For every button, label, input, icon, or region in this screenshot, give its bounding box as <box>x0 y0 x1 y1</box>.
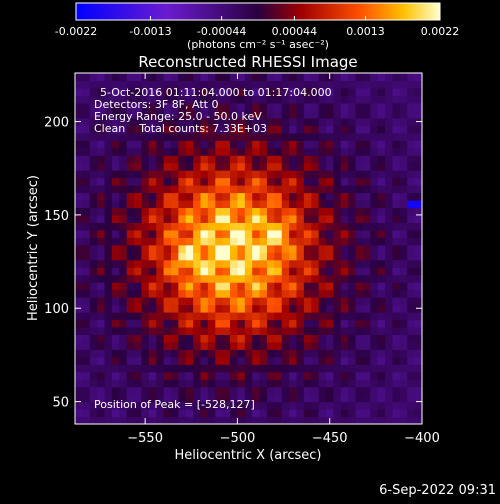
y-axis-label: Heliocentric Y (arcsec) <box>26 175 41 321</box>
annotation-detectors: Detectors: 3F 8F, Att 0 <box>94 98 218 111</box>
x-tick-label: −550 <box>127 431 163 446</box>
colorbar-ticks: -0.0022 -0.0013 -0.00044 0.00044 0.0013 0.002… <box>55 16 459 38</box>
colorbar-tick-label: -0.0013 <box>129 25 171 38</box>
annotation-peak-position: Position of Peak = [-528,127] <box>94 398 255 411</box>
x-tick-label: −400 <box>404 431 440 446</box>
axis-ticks: −550 −500 −450 −400 50 100 150 200 <box>44 73 440 446</box>
chart-title: Reconstructed RHESSI Image <box>138 53 357 71</box>
y-tick-label: 50 <box>52 396 69 411</box>
y-tick-label: 100 <box>44 302 69 317</box>
colorbar-tick-label: 0.00044 <box>272 25 318 38</box>
annotation-energy-range: Energy Range: 25.0 - 50.0 keV <box>94 110 262 123</box>
x-tick-label: −450 <box>312 431 348 446</box>
y-tick-label: 200 <box>44 116 69 131</box>
plot-frame <box>74 72 423 425</box>
y-tick-label: 150 <box>44 209 69 224</box>
x-tick-label: −500 <box>220 431 256 446</box>
colorbar-tick-label: 0.0013 <box>346 25 385 38</box>
colorbar <box>75 2 441 21</box>
heatmap-image <box>75 73 422 424</box>
colorbar-units-label: (photons cm⁻² s⁻¹ asec⁻²) <box>187 38 329 51</box>
colorbar-tick-label: -0.00044 <box>197 25 246 38</box>
annotation-method-counts: Clean Total counts: 7.33E+03 <box>94 122 267 135</box>
x-axis-label: Heliocentric X (arcsec) <box>175 448 322 463</box>
footer-date: 6-Sep-2022 09:31 <box>379 483 496 498</box>
colorbar-tick-label: 0.0022 <box>421 25 460 38</box>
colorbar-tick-label: -0.0022 <box>55 25 97 38</box>
annotation-time-range: 5-Oct-2016 01:11:04.000 to 01:17:04.000 <box>100 86 332 99</box>
